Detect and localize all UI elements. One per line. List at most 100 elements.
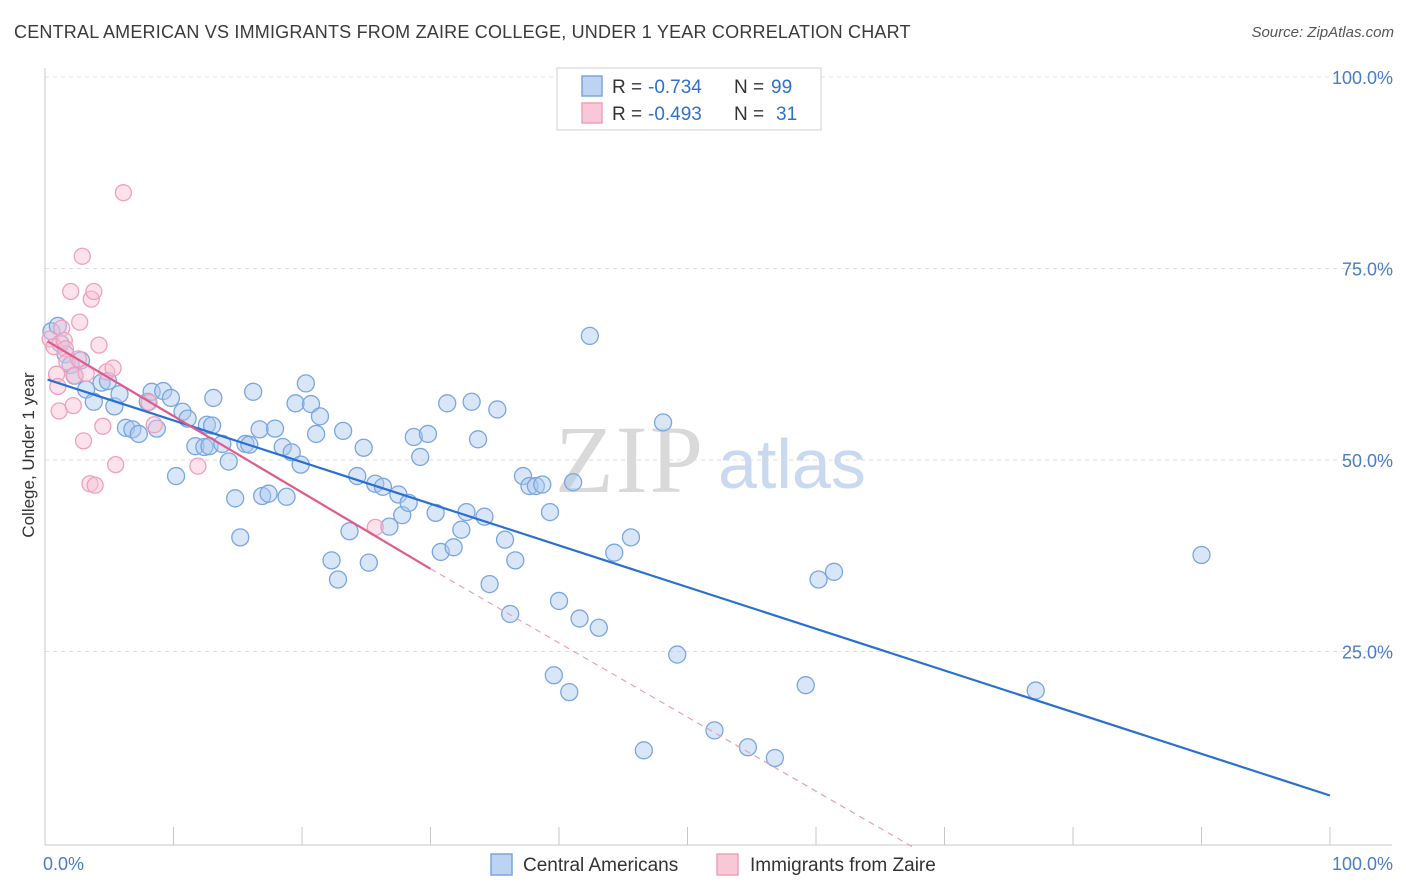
tick-labels: 100.0% 75.0% 50.0% 25.0% 0.0% 100.0%	[43, 68, 1393, 874]
bottom-legend-label-blue: Central Americans	[523, 855, 678, 876]
data-point-central-americans	[195, 437, 214, 457]
data-point-central-americans	[277, 487, 296, 506]
data-point-central-americans	[1026, 681, 1045, 700]
legend-r-label-1: R =	[612, 77, 642, 98]
data-point-central-americans	[438, 394, 457, 413]
data-point-central-americans	[506, 551, 525, 570]
data-point-central-americans	[84, 392, 103, 411]
axes	[44, 68, 1392, 846]
data-point-central-americans	[513, 466, 533, 486]
data-point-central-americans	[495, 530, 515, 549]
data-point-central-americans	[359, 553, 378, 572]
y-tick-label: 75.0%	[1342, 260, 1393, 280]
series-central-americans	[42, 316, 1211, 768]
data-point-immigrants-from-zaire	[94, 417, 112, 435]
data-point-central-americans	[480, 574, 499, 594]
data-point-immigrants-from-zaire	[74, 432, 93, 450]
data-point-central-americans	[589, 618, 608, 637]
data-point-central-americans	[340, 522, 359, 541]
data-point-immigrants-from-zaire	[90, 336, 108, 354]
data-point-immigrants-from-zaire	[56, 340, 75, 358]
legend-swatch-pink	[581, 102, 603, 124]
legend-swatch-blue	[581, 75, 603, 97]
data-point-central-americans	[296, 374, 316, 393]
data-point-central-americans	[129, 424, 148, 444]
data-point-central-americans	[668, 645, 687, 664]
data-point-central-americans	[310, 407, 330, 426]
y-tick-label: 100.0%	[1332, 68, 1393, 88]
data-point-central-americans	[286, 394, 305, 413]
data-point-central-americans	[265, 419, 285, 438]
data-point-central-americans	[468, 430, 488, 449]
series-immigrants-from-zaire	[41, 184, 384, 537]
data-point-immigrants-from-zaire	[64, 396, 82, 415]
data-point-central-americans	[526, 476, 546, 496]
bottom-legend-label-pink: Immigrants from Zaire	[750, 855, 936, 876]
data-point-immigrants-from-zaire	[86, 476, 104, 494]
data-point-central-americans	[549, 591, 569, 611]
data-point-central-americans	[354, 438, 373, 457]
bottom-legend: Central Americans Immigrants from Zaire	[490, 853, 936, 876]
legend-n-label-1: N =	[734, 77, 764, 98]
data-point-central-americans	[328, 570, 348, 589]
data-point-central-americans	[244, 382, 263, 401]
bottom-legend-swatch-pink	[716, 853, 739, 876]
data-point-central-americans	[605, 543, 624, 562]
grid-lines	[45, 76, 1392, 652]
data-point-central-americans	[580, 326, 599, 346]
data-point-central-americans	[533, 475, 552, 494]
data-point-central-americans	[231, 528, 250, 547]
data-point-central-americans	[738, 738, 758, 757]
legend-n-label-2: N =	[734, 104, 764, 125]
data-point-central-americans	[462, 392, 481, 411]
data-point-central-americans	[404, 427, 423, 447]
legend-r-value-2: -0.493	[648, 104, 702, 125]
data-point-central-americans	[219, 452, 238, 471]
trend-line-immigrants-from-zaire	[47, 340, 432, 570]
legend-r-label-2: R =	[612, 104, 642, 125]
trend-line-central-americans	[47, 378, 1331, 797]
data-point-immigrants-from-zaire	[71, 313, 89, 331]
data-point-central-americans	[226, 489, 245, 508]
data-point-central-americans	[563, 473, 583, 492]
x-tick-label-max: 100.0%	[1332, 854, 1393, 874]
bottom-legend-swatch-blue	[490, 853, 513, 876]
data-point-immigrants-from-zaire	[189, 457, 207, 475]
data-point-central-americans	[166, 466, 186, 486]
y-tick-label: 25.0%	[1342, 643, 1393, 663]
chart-title: CENTRAL AMERICAN VS IMMIGRANTS FROM ZAIR…	[14, 22, 911, 42]
legend-n-value-2: 31	[776, 104, 797, 125]
data-point-central-americans	[204, 388, 223, 408]
legend-r-value-1: -0.734	[648, 77, 702, 98]
data-point-central-americans	[161, 388, 181, 408]
data-point-immigrants-from-zaire	[73, 247, 91, 265]
data-point-central-americans	[380, 517, 399, 536]
data-point-central-americans	[501, 604, 520, 624]
data-point-central-americans	[322, 551, 341, 570]
data-point-central-americans	[809, 570, 828, 589]
data-point-central-americans	[560, 682, 579, 702]
legend-box: R = -0.734 N = 99 R = -0.493 N = 31	[556, 67, 822, 131]
data-point-central-americans	[1192, 545, 1211, 565]
data-point-central-americans	[796, 676, 815, 695]
data-point-central-americans	[653, 413, 673, 432]
data-point-central-americans	[333, 421, 353, 441]
data-point-central-americans	[250, 420, 269, 439]
data-point-central-americans	[259, 484, 278, 503]
data-point-central-americans	[540, 502, 560, 522]
watermark-atlas: atlas	[718, 425, 866, 503]
data-point-central-americans	[824, 562, 844, 581]
data-point-central-americans	[301, 394, 321, 414]
x-tick-label-min: 0.0%	[43, 854, 84, 874]
y-tick-label: 50.0%	[1342, 451, 1393, 471]
data-point-central-americans	[411, 447, 430, 467]
data-point-central-americans	[444, 538, 463, 557]
data-point-central-americans	[621, 528, 641, 547]
data-point-immigrants-from-zaire	[104, 359, 122, 377]
data-point-central-americans	[488, 400, 507, 419]
data-point-central-americans	[418, 424, 438, 444]
y-axis-label: College, Under 1 year	[19, 372, 38, 538]
data-point-immigrants-from-zaire	[85, 282, 103, 301]
source-credit: Source: ZipAtlas.com	[1251, 24, 1394, 41]
data-point-immigrants-from-zaire	[107, 455, 125, 474]
